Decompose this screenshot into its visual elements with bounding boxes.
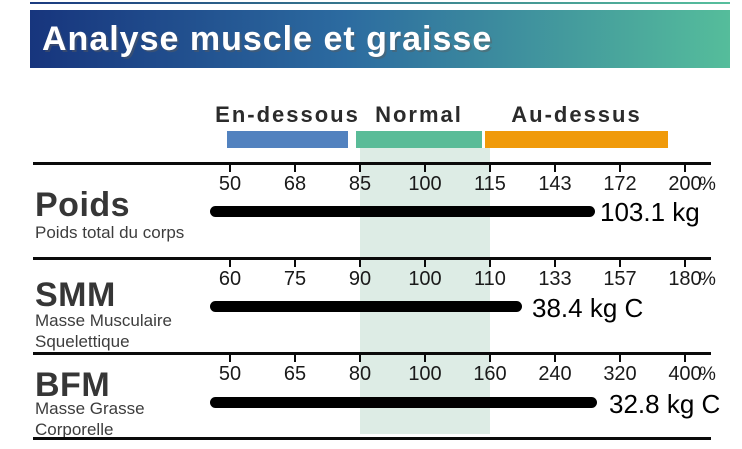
axis-tick	[684, 260, 686, 267]
value-label-poids: 103.1 kg	[600, 197, 700, 227]
axis-tick	[294, 355, 296, 362]
row-title-bfm: BFM	[35, 366, 111, 404]
bottom-divider	[33, 437, 711, 440]
axis-tick	[619, 260, 621, 267]
axis-tick	[294, 260, 296, 267]
legend-label-normal: Normal	[375, 102, 463, 127]
axis-tick-label: 75	[283, 268, 307, 290]
axis-tick-label: 100	[408, 268, 442, 290]
axis-tick	[684, 165, 686, 172]
axis-tick-label: 50	[218, 363, 242, 385]
top-divider	[30, 2, 730, 4]
axis-tick-label: 65	[283, 363, 307, 385]
axis-tick-label: 110	[474, 268, 506, 290]
axis-tick-label: 157	[603, 268, 637, 290]
legend-label-below: En-dessous	[215, 102, 360, 127]
axis-tick-label: 85	[348, 173, 372, 195]
value-label-bfm: 32.8 kg C	[609, 389, 721, 419]
legend-swatch-above	[485, 131, 668, 148]
axis-tick	[229, 165, 231, 172]
value-bar-smm	[210, 301, 522, 312]
axis-tick	[554, 355, 556, 362]
axis-tick	[294, 165, 296, 172]
row-poids: 50 68 85 100 115 143 172 200 % Poids Poi…	[0, 162, 742, 257]
axis-tick-label: 60	[218, 268, 242, 290]
value-bar-poids	[210, 206, 595, 217]
axis-tick-label: 320	[603, 363, 637, 385]
axis-tick-label: 115	[474, 173, 506, 195]
legend-swatch-normal	[356, 131, 482, 148]
axis-tick	[229, 355, 231, 362]
axis-tick	[489, 165, 491, 172]
axis-tick-label: 240	[538, 363, 572, 385]
axis-unit-label: %	[699, 174, 716, 195]
axis-tick-label: 133	[538, 268, 572, 290]
row-axis-line	[33, 162, 711, 165]
row-bfm: 50 65 80 100 160 240 320 400 % BFM Masse…	[0, 352, 742, 439]
legend-swatch-below	[227, 131, 348, 148]
axis-tick-label: 172	[603, 173, 637, 195]
axis-tick	[359, 260, 361, 267]
axis-tick	[619, 355, 621, 362]
axis-tick-label: 50	[218, 173, 242, 195]
page-title: Analyse muscle et graisse	[42, 19, 493, 58]
axis-tick-label: 100	[408, 173, 442, 195]
axis-tick	[489, 260, 491, 267]
axis-unit-label: %	[699, 364, 716, 385]
axis-tick	[359, 355, 361, 362]
axis-tick-label: 200	[668, 173, 702, 195]
row-title-poids: Poids	[35, 186, 131, 224]
axis-tick-label: 180	[668, 268, 702, 290]
axis-tick	[489, 355, 491, 362]
axis-tick	[359, 165, 361, 172]
axis-tick-label: 143	[538, 173, 572, 195]
axis-tick-label: 68	[283, 173, 307, 195]
axis-tick	[424, 165, 426, 172]
axis-tick	[554, 165, 556, 172]
value-bar-bfm	[210, 397, 597, 408]
row-subtitle-bfm: Masse Grasse Corporelle	[35, 399, 145, 439]
row-subtitle-poids: Poids total du corps	[35, 223, 185, 242]
axis-tick	[424, 355, 426, 362]
axis-tick-label: 160	[473, 363, 507, 385]
axis-unit-label: %	[699, 269, 716, 290]
section-header: Analyse muscle et graisse	[30, 10, 730, 68]
value-label-smm: 38.4 kg C	[532, 293, 644, 323]
axis-tick	[554, 260, 556, 267]
axis-tick	[619, 165, 621, 172]
legend-label-above: Au-dessus	[511, 102, 642, 127]
axis-tick-label: 400	[668, 363, 702, 385]
row-smm: 60 75 90 100 110 133 157 180 % SMM Masse…	[0, 257, 742, 352]
axis-tick-label: 80	[348, 363, 372, 385]
row-axis-line	[33, 352, 711, 355]
normal-range-band	[360, 148, 490, 434]
row-axis-line	[33, 257, 711, 260]
axis-tick-label: 90	[348, 268, 372, 290]
row-subtitle-smm: Masse Musculaire Squelettique	[35, 311, 172, 351]
axis-tick-label: 100	[408, 363, 442, 385]
row-title-smm: SMM	[35, 276, 116, 314]
axis-tick	[229, 260, 231, 267]
axis-tick	[684, 355, 686, 362]
axis-tick	[424, 260, 426, 267]
